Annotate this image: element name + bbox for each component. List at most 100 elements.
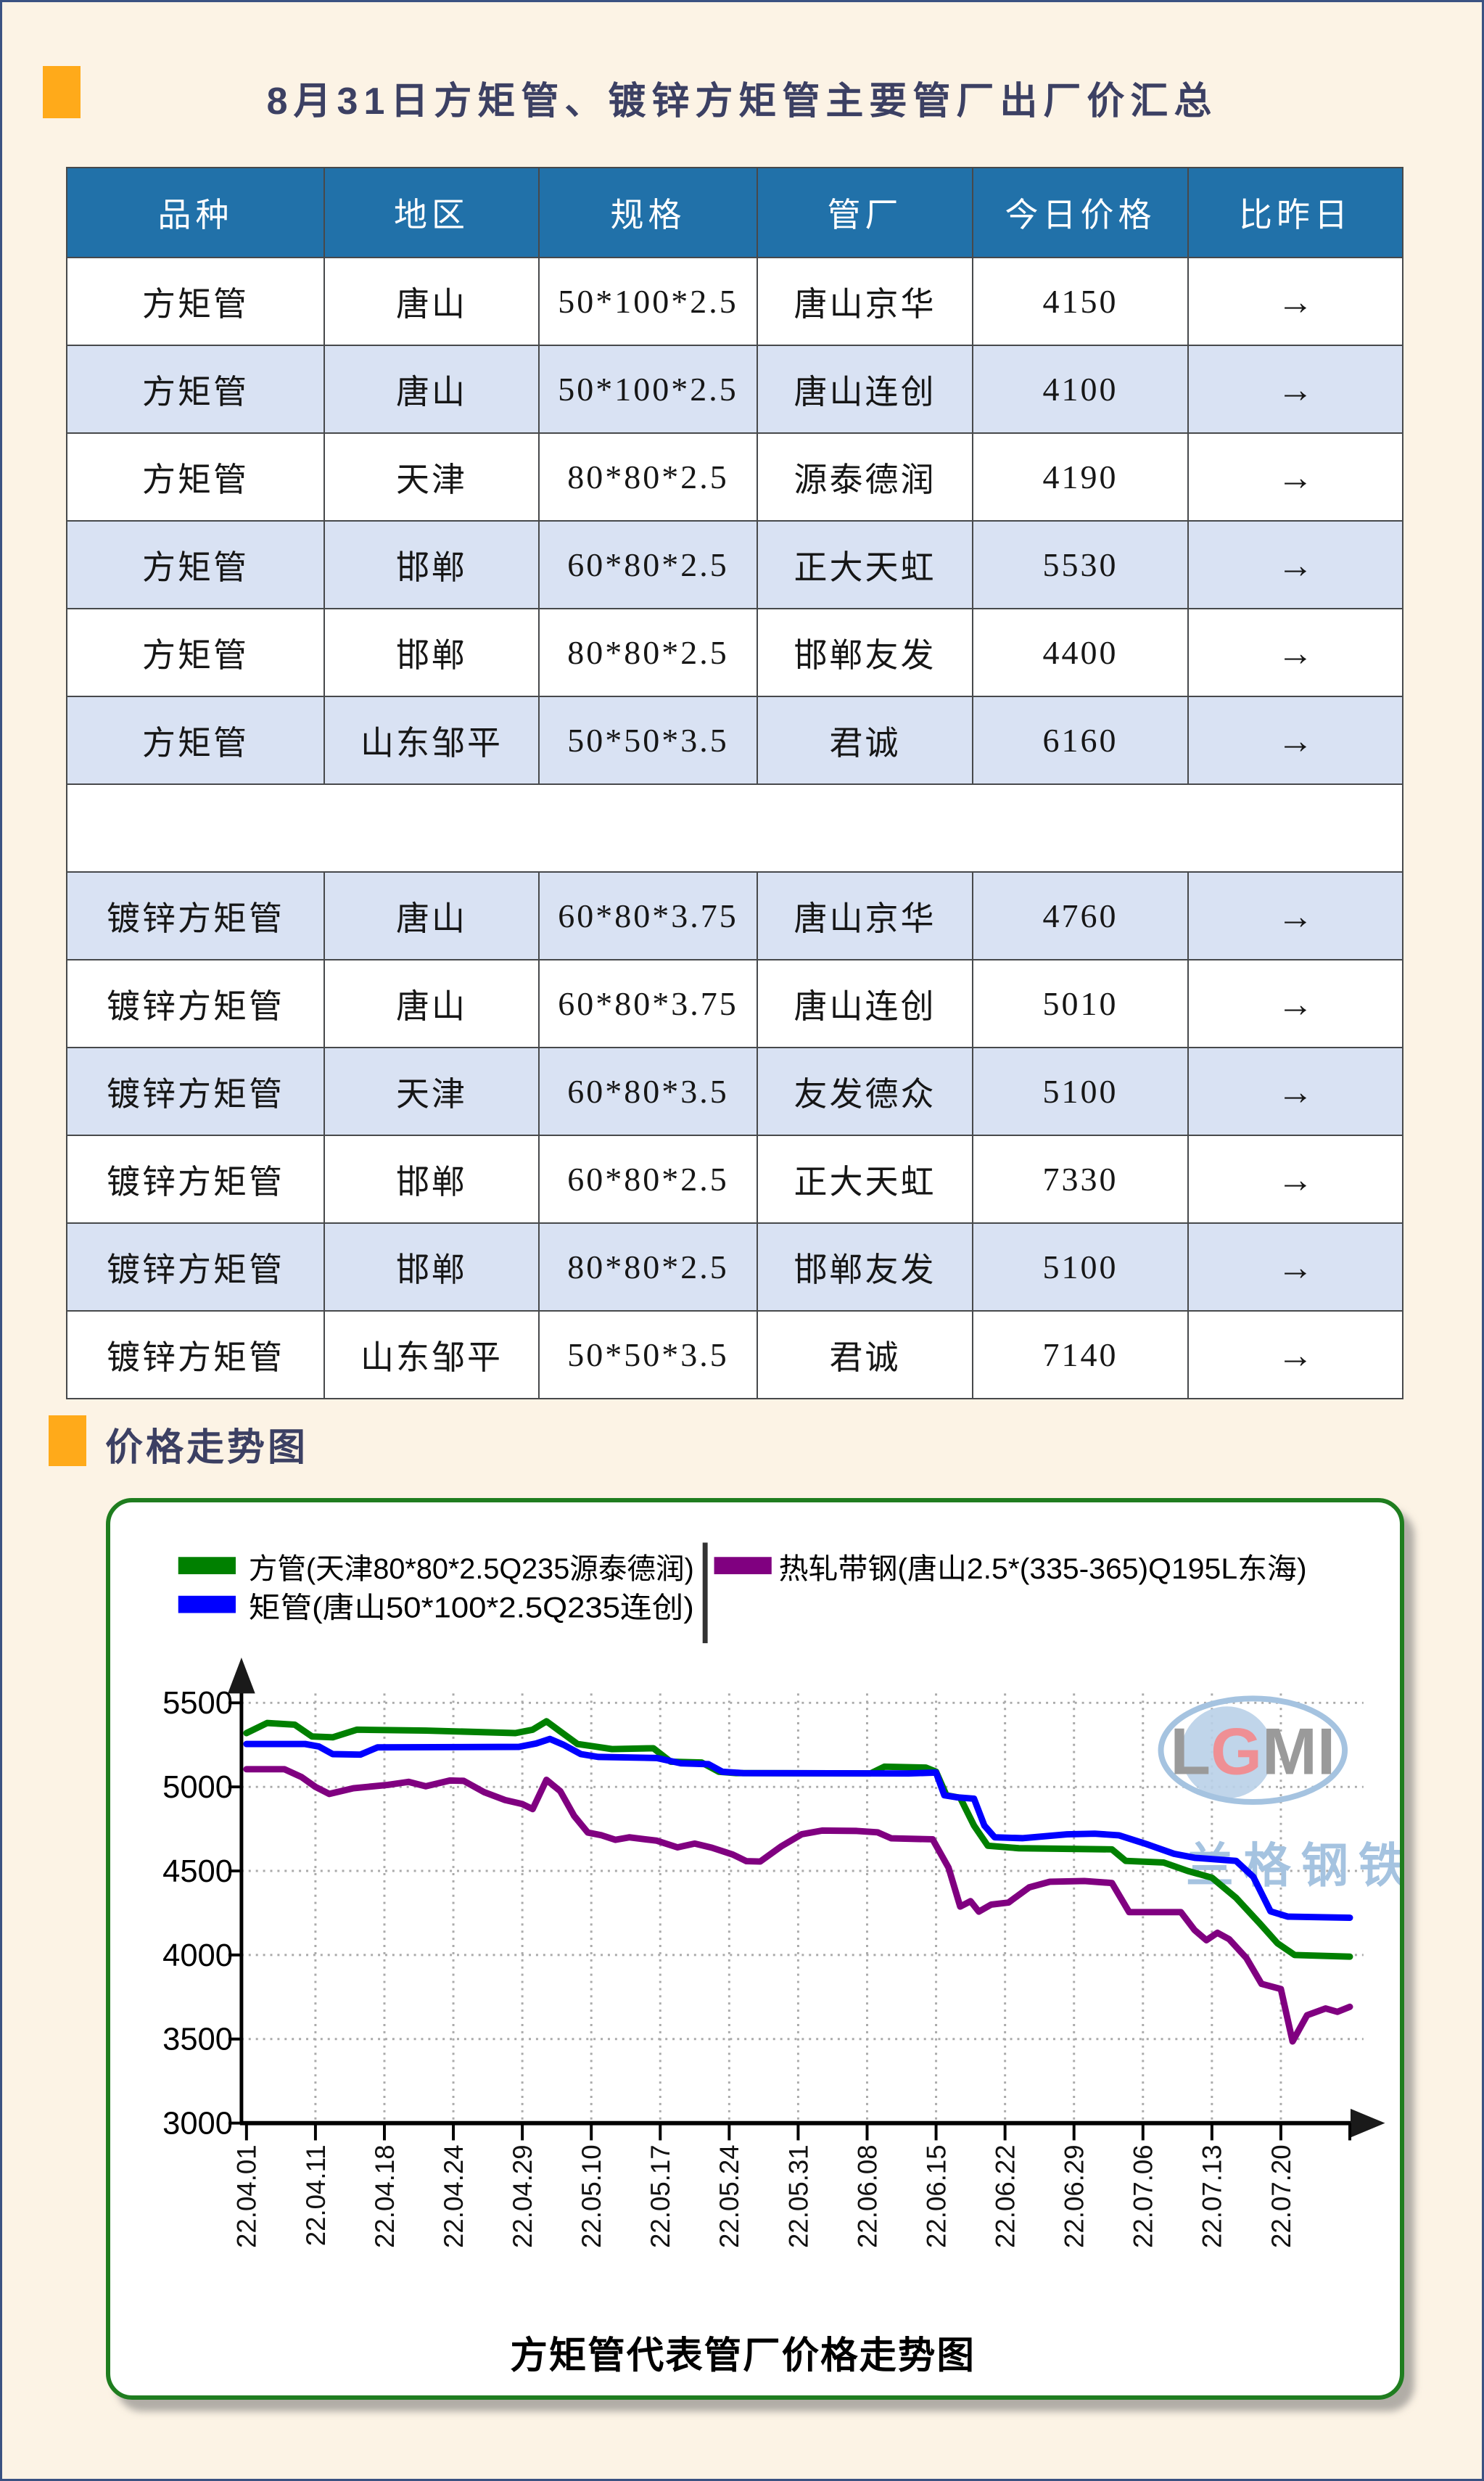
cell-variety: 方矩管 xyxy=(66,257,325,346)
cell-variety: 方矩管 xyxy=(66,432,325,522)
cell-variety: 镀锌方矩管 xyxy=(66,959,325,1048)
cell-region: 天津 xyxy=(323,432,540,522)
x-tick-label: 22.04.01 xyxy=(232,2144,262,2248)
cell-factory: 君诚 xyxy=(757,1310,973,1399)
cell-factory: 唐山京华 xyxy=(757,257,973,346)
cell-trend: → xyxy=(1187,257,1403,346)
section-marker-icon xyxy=(49,1415,86,1466)
x-tick-label: 22.04.24 xyxy=(439,2144,469,2248)
cell-spec: 80*80*2.5 xyxy=(538,432,758,522)
x-axis-arrow xyxy=(1350,2108,1385,2138)
header-row: 品种 地区 规格 管厂 今日价格 比昨日 xyxy=(66,167,1403,258)
table-spacer-row xyxy=(66,783,1403,873)
cell-price: 5010 xyxy=(972,959,1189,1048)
y-tick-label: 4000 xyxy=(162,1938,233,1973)
table-row: 镀锌方矩管 邯郸 60*80*2.5 正大天虹 7330 → xyxy=(66,1135,1403,1224)
cell-trend: → xyxy=(1187,1222,1403,1312)
legend-label: 热轧带钢(唐山2.5*(335-365)Q195L东海) xyxy=(779,1553,1307,1585)
x-tick-label: 22.05.31 xyxy=(783,2144,813,2248)
legend-label: 矩管(唐山50*100*2.5Q235连创) xyxy=(249,1592,694,1624)
price-table-head: 品种 地区 规格 管厂 今日价格 比昨日 xyxy=(66,167,1403,258)
cell-spec: 50*100*2.5 xyxy=(538,345,758,434)
x-tick-label: 22.07.13 xyxy=(1197,2144,1227,2248)
cell-spec: 50*100*2.5 xyxy=(538,257,758,346)
header-price-today: 今日价格 xyxy=(972,167,1189,258)
cell-trend: → xyxy=(1187,520,1403,609)
price-table: 品种 地区 规格 管厂 今日价格 比昨日 方矩管 唐山 50*100*2.5 唐山京华… xyxy=(66,167,1403,1399)
header-factory: 管厂 xyxy=(757,167,973,258)
cell-price: 4760 xyxy=(972,871,1189,960)
cell-trend: → xyxy=(1187,345,1403,434)
x-tick-label: 22.06.29 xyxy=(1060,2144,1089,2248)
cell-variety: 镀锌方矩管 xyxy=(66,1310,325,1399)
cell-factory: 正大天虹 xyxy=(757,520,973,609)
cell-factory: 正大天虹 xyxy=(757,1135,973,1224)
chart-section-title: 价格走势图 xyxy=(105,1427,309,1469)
cell-trend: → xyxy=(1187,959,1403,1048)
series-line-2 xyxy=(243,1766,1353,2045)
price-trend-chart: LGMI 兰格钢铁 3000 3500 4000 4500 5000 5500 22.04.01… xyxy=(106,1498,1404,2400)
cell-spec: 60*80*3.75 xyxy=(538,959,758,1048)
cell-spec: 60*80*3.75 xyxy=(538,871,758,960)
x-tick-label: 22.06.22 xyxy=(991,2144,1021,2248)
table-row: 镀锌方矩管 天津 60*80*3.5 友发德众 5100 → xyxy=(66,1047,1403,1136)
table-row: 方矩管 邯郸 60*80*2.5 正大天虹 5530 → xyxy=(66,520,1403,609)
cell-trend: → xyxy=(1187,871,1403,960)
cell-factory: 唐山京华 xyxy=(757,871,973,960)
cell-spec: 80*80*2.5 xyxy=(538,1222,758,1312)
table-row: 镀锌方矩管 山东邹平 50*50*3.5 君诚 7140 → xyxy=(66,1310,1403,1399)
legend-swatch xyxy=(714,1557,772,1575)
cell-spec: 60*80*2.5 xyxy=(538,1135,758,1224)
legend-swatch xyxy=(178,1595,236,1613)
cell-price: 7330 xyxy=(972,1135,1189,1224)
cell-spec: 50*50*3.5 xyxy=(538,696,758,785)
price-table-body: 方矩管 唐山 50*100*2.5 唐山京华 4150 → 方矩管 唐山 50*100*2.5 唐… xyxy=(66,257,1403,1399)
x-tick-label: 22.06.15 xyxy=(921,2144,951,2248)
cell-spec: 60*80*2.5 xyxy=(538,520,758,609)
chart-svg: LGMI兰格钢铁30003500400045005000550022.04.01… xyxy=(162,1542,1400,2376)
series-line-1 xyxy=(243,1735,1353,1921)
cell-price: 4150 xyxy=(972,257,1189,346)
cell-trend: → xyxy=(1187,1310,1403,1399)
cell-trend: → xyxy=(1187,432,1403,522)
y-tick-label: 5000 xyxy=(162,1770,233,1805)
cell-price: 5100 xyxy=(972,1222,1189,1312)
cell-price: 4190 xyxy=(972,432,1189,522)
cell-price: 4400 xyxy=(972,608,1189,697)
cell-region: 山东邹平 xyxy=(323,696,540,785)
lgmi-logo-text: LGMI xyxy=(1170,1715,1335,1788)
cell-factory: 唐山连创 xyxy=(757,959,973,1048)
y-tick-label: 4500 xyxy=(162,1854,233,1889)
cell-factory: 源泰德润 xyxy=(757,432,973,522)
cell-price: 7140 xyxy=(972,1310,1189,1399)
header-variety: 品种 xyxy=(66,167,325,258)
cell-price: 5100 xyxy=(972,1047,1189,1136)
x-tick-label: 22.07.06 xyxy=(1129,2144,1158,2248)
y-tick-label: 3000 xyxy=(162,2107,233,2141)
lgmi-logo-ellipse xyxy=(1158,1695,1348,1805)
header-region: 地区 xyxy=(323,167,540,258)
cell-variety: 方矩管 xyxy=(66,345,325,434)
cell-spec: 50*50*3.5 xyxy=(538,1310,758,1399)
table-row: 方矩管 唐山 50*100*2.5 唐山京华 4150 → xyxy=(66,257,1403,346)
table-row: 方矩管 唐山 50*100*2.5 唐山连创 4100 → xyxy=(66,345,1403,434)
cell-region: 邯郸 xyxy=(323,1135,540,1224)
cell-variety: 方矩管 xyxy=(66,608,325,697)
cell-region: 邯郸 xyxy=(323,1222,540,1312)
table-row: 镀锌方矩管 邯郸 80*80*2.5 邯郸友发 5100 → xyxy=(66,1222,1403,1312)
cell-price: 6160 xyxy=(972,696,1189,785)
table-row: 镀锌方矩管 唐山 60*80*3.75 唐山京华 4760 → xyxy=(66,871,1403,960)
table-row: 镀锌方矩管 唐山 60*80*3.75 唐山连创 5010 → xyxy=(66,959,1403,1048)
chart-caption: 方矩管代表管厂价格走势图 xyxy=(510,2334,976,2376)
header-spec: 规格 xyxy=(538,167,758,258)
table-row: 方矩管 邯郸 80*80*2.5 邯郸友发 4400 → xyxy=(66,608,1403,697)
y-tick-label: 5500 xyxy=(162,1686,233,1721)
legend-divider xyxy=(702,1542,708,1644)
cell-region: 天津 xyxy=(323,1047,540,1136)
y-tick-label: 3500 xyxy=(162,2023,233,2057)
cell-variety: 镀锌方矩管 xyxy=(66,1047,325,1136)
cell-variety: 镀锌方矩管 xyxy=(66,871,325,960)
cell-factory: 君诚 xyxy=(757,696,973,785)
cell-region: 山东邹平 xyxy=(323,1310,540,1399)
legend-swatch xyxy=(178,1557,236,1575)
